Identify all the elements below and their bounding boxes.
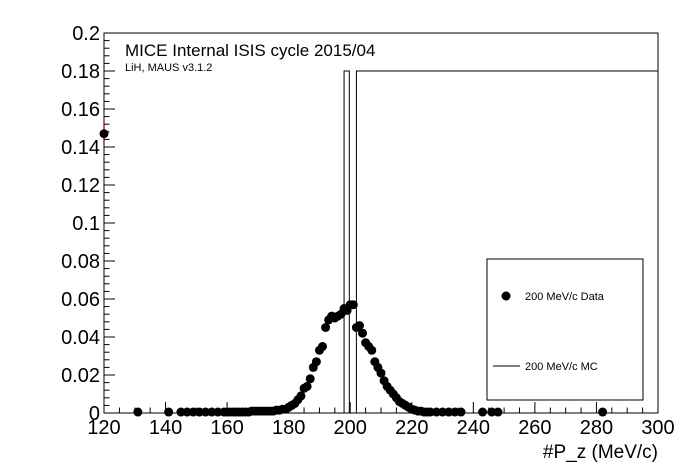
y-tick-label: 0.2: [72, 23, 100, 45]
data-point: [431, 407, 441, 417]
y-tick-label: 0.12: [61, 175, 100, 197]
y-tick-label: 0.08: [61, 251, 100, 273]
data-point: [182, 407, 192, 417]
data-point: [302, 381, 312, 391]
data-point: [456, 407, 466, 417]
data-point: [201, 407, 211, 417]
axes: 120 140 160 180 200 220 240 260 280 300 0 0.02 0.04 0…: [61, 23, 675, 439]
x-tick-label: 140: [149, 417, 182, 439]
x-axis-title: #P_z (MeV/c): [543, 442, 658, 463]
data-point: [358, 328, 368, 338]
data-point: [354, 321, 364, 331]
y-tick-label: 0.02: [61, 365, 100, 387]
data-point: [348, 300, 358, 310]
data-point: [493, 407, 503, 417]
y-tick-label: 0.18: [61, 61, 100, 83]
data-point: [598, 407, 608, 417]
legend-marker-data: [501, 291, 511, 301]
data-point: [321, 323, 331, 332]
data-point: [376, 368, 386, 378]
y-tick-label: 0.16: [61, 99, 100, 121]
y-tick-label: 0.04: [61, 327, 100, 349]
data-point: [318, 342, 328, 351]
annotation-software: LiH, MAUS v3.1.2: [125, 62, 212, 74]
data-point: [99, 129, 109, 139]
data-markers: [99, 125, 608, 417]
legend-box: [486, 258, 644, 401]
x-tick-label: 160: [210, 417, 243, 439]
data-point: [296, 391, 306, 401]
y-tick-label: 0.14: [61, 137, 100, 159]
x-tick-label: 260: [518, 417, 551, 439]
y-tick-label: 0: [89, 403, 100, 425]
data-point: [444, 407, 454, 417]
legend-label-data: 200 MeV/c Data: [525, 291, 605, 303]
x-tick-label: 120: [87, 417, 120, 439]
data-point: [194, 407, 204, 417]
legend: 200 MeV/c Data 200 MeV/c MC: [486, 258, 644, 401]
data-point: [367, 345, 377, 355]
data-point: [478, 407, 488, 417]
data-point: [450, 407, 460, 417]
data-point: [425, 407, 435, 417]
data-point: [311, 357, 321, 367]
legend-label-mc: 200 MeV/c MC: [525, 361, 598, 373]
x-tick-label: 220: [395, 417, 428, 439]
y-tick-label: 0.1: [72, 213, 100, 235]
data-point: [133, 407, 143, 417]
data-point: [213, 407, 223, 417]
x-tick-label: 240: [457, 417, 490, 439]
data-point: [305, 374, 315, 384]
x-tick-label: 300: [641, 417, 674, 439]
x-tick-label: 280: [580, 417, 613, 439]
data-point: [188, 407, 198, 417]
x-tick-label: 200: [334, 417, 367, 439]
x-tick-label: 180: [272, 417, 305, 439]
annotation-experiment: MICE Internal ISIS cycle 2015/04: [125, 41, 375, 60]
data-point: [487, 407, 497, 417]
data-point: [164, 407, 174, 417]
y-tick-label: 0.06: [61, 289, 100, 311]
